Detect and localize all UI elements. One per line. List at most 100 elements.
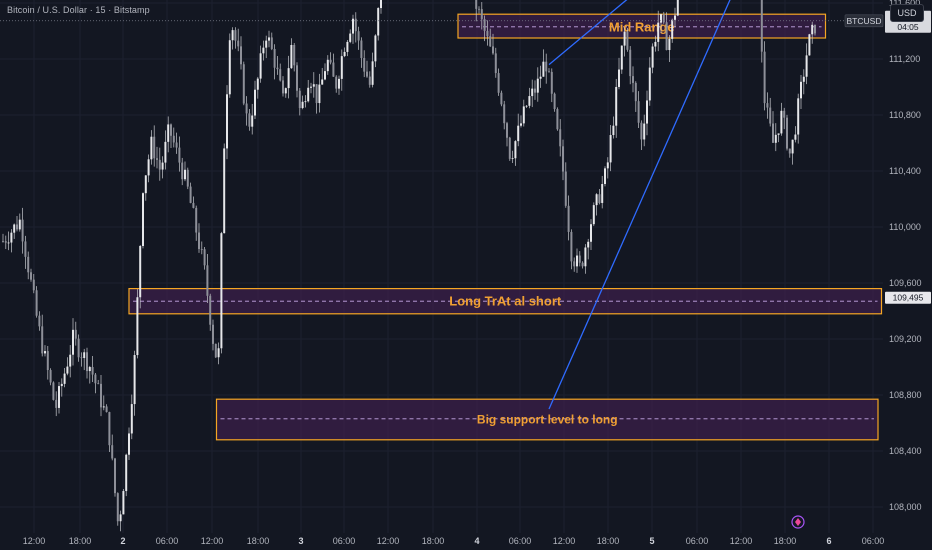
candle-body — [805, 55, 808, 77]
candle-body — [175, 142, 178, 148]
candle-body — [321, 79, 324, 85]
candle-body — [626, 31, 629, 50]
marker-price-bg — [885, 291, 931, 304]
candle-body — [220, 233, 223, 349]
candle-body — [108, 412, 111, 446]
x-tick-label: 06:00 — [509, 536, 532, 546]
candle-body — [254, 89, 256, 116]
candle-body — [240, 46, 242, 65]
candle-body — [161, 162, 164, 170]
candle-body — [662, 14, 665, 23]
candle-body — [178, 147, 181, 163]
zone-1[interactable]: Mid Range — [457, 13, 827, 39]
candle-body — [814, 24, 816, 34]
candle-body — [618, 69, 620, 87]
candle-body — [256, 78, 259, 90]
candle-body — [802, 76, 805, 82]
candle-body — [203, 249, 206, 266]
candle-body — [234, 30, 237, 41]
candle-body — [326, 59, 329, 72]
candle-body — [363, 58, 366, 72]
candle-body — [66, 366, 69, 374]
candle-body — [604, 168, 606, 185]
candle-body — [553, 93, 556, 110]
candle-body — [797, 98, 800, 135]
candle-body — [52, 382, 55, 400]
candle-body — [368, 76, 371, 85]
candle-body — [811, 24, 814, 35]
candle-body — [665, 22, 668, 51]
candle-body — [318, 84, 321, 104]
candle-body — [475, 0, 478, 9]
candle-body — [592, 205, 595, 225]
candle-body — [528, 96, 531, 106]
currency-button[interactable]: USD — [890, 4, 924, 22]
candle-body — [122, 491, 125, 515]
candle-body — [242, 64, 245, 104]
candle-body — [198, 232, 200, 250]
candle-body — [83, 352, 86, 359]
candle-body — [63, 373, 66, 384]
candle-body — [522, 106, 525, 124]
candle-body — [158, 159, 161, 170]
candle-body — [192, 202, 195, 208]
y-tick-label: 108,400 — [889, 446, 922, 456]
candle-body — [69, 354, 72, 367]
y-axis[interactable]: 114,800114,400114,000113,600113,200112,8… — [889, 0, 922, 512]
candle-body — [377, 8, 380, 36]
candle-body — [206, 265, 209, 296]
candle-body — [265, 40, 268, 48]
candle-body — [144, 175, 147, 194]
trendline-1[interactable] — [548, 0, 791, 410]
x-axis[interactable]: 12:00 18:00 2 06:00 12:00 18:00 3 06:00 12:00 18:… — [23, 536, 885, 546]
candle-body — [32, 279, 35, 291]
candle-body — [494, 53, 497, 74]
candle-body — [674, 15, 676, 20]
candle-body — [27, 256, 30, 273]
candle-body — [30, 272, 32, 280]
candle-body — [228, 40, 231, 95]
candle-body — [587, 241, 590, 248]
candle-body — [74, 329, 77, 339]
candle-body — [181, 162, 184, 180]
zone-3[interactable]: Big support level to long — [215, 398, 879, 441]
candle-body — [615, 86, 618, 126]
candle-body — [125, 454, 128, 492]
candle-body — [324, 71, 326, 80]
candle-body — [567, 205, 570, 232]
candle-body — [548, 71, 550, 73]
candle-body — [623, 31, 626, 46]
candles — [2, 0, 816, 532]
y-tick-label: 109,600 — [889, 278, 922, 288]
x-tick-label: 12:00 — [23, 536, 46, 546]
candle-body — [629, 49, 632, 77]
candle-body — [262, 47, 265, 54]
candle-body — [349, 33, 352, 42]
candle-body — [130, 404, 133, 434]
candle-body — [200, 249, 203, 250]
candle-body — [114, 458, 116, 494]
candle-body — [506, 123, 508, 138]
candle-body — [800, 81, 802, 99]
zone-box[interactable] — [457, 13, 827, 39]
candle-body — [77, 338, 80, 358]
candle-body — [360, 40, 363, 59]
marker-price-tag: 109,495 — [885, 291, 931, 304]
candle-body — [46, 351, 49, 371]
candle-body — [58, 386, 60, 408]
candle-body — [111, 445, 114, 459]
trendline-0[interactable] — [548, 0, 791, 66]
x-tick-label: 18:00 — [597, 536, 620, 546]
candle-body — [503, 104, 506, 124]
sparkle-icon[interactable] — [791, 515, 805, 529]
candle-body — [808, 34, 811, 56]
zone-2[interactable]: Long TrAt al short — [128, 288, 883, 315]
candle-body — [55, 399, 58, 408]
candle-body — [643, 123, 646, 140]
candle-body — [634, 82, 637, 102]
x-tick-label: 12:00 — [377, 536, 400, 546]
candle-body — [654, 41, 657, 47]
candle-body — [167, 124, 170, 142]
zone-box[interactable] — [215, 398, 879, 441]
